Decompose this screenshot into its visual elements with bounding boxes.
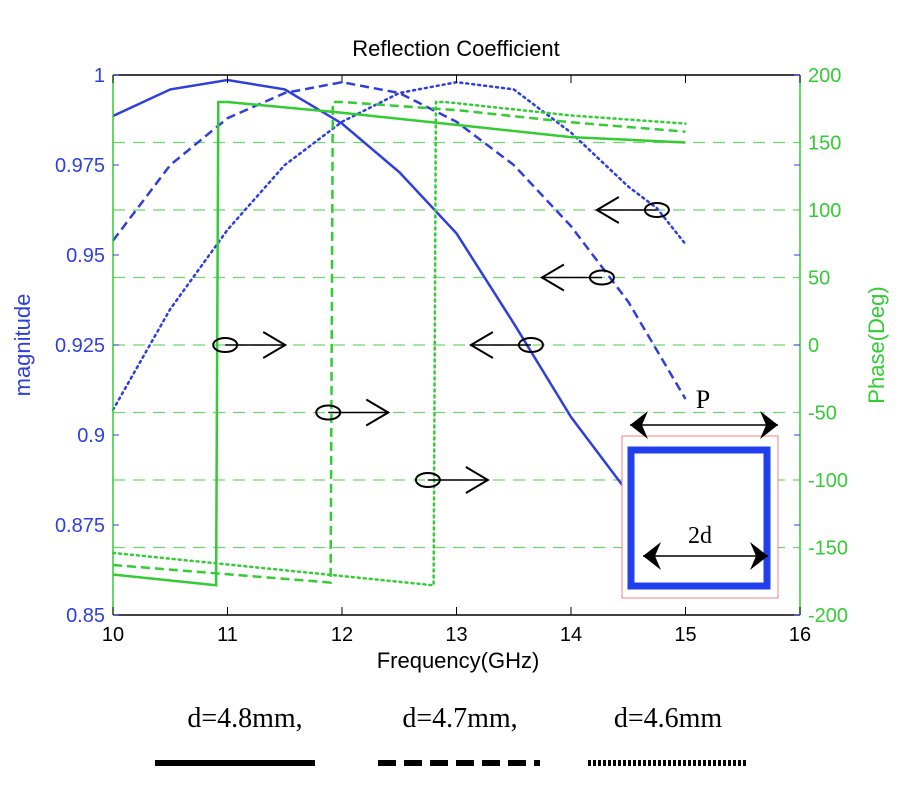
arrow-head-icon: [468, 331, 494, 359]
phase-series-line: [112, 100, 686, 587]
y-right-tick-label: -150: [808, 538, 848, 560]
y-right-tick-label: 0: [808, 335, 819, 357]
x-tick-label: 13: [445, 624, 467, 646]
period-label: P: [696, 385, 710, 414]
inset-frame: [621, 435, 779, 599]
y-left-tick-label: 0.85: [66, 605, 105, 627]
x-tick-label: 11: [217, 624, 238, 646]
arrow-head-icon: [465, 466, 490, 494]
legend-label: d=4.6mm: [614, 703, 723, 734]
phase-series-line: [111, 100, 687, 587]
x-tick-label: 14: [560, 624, 582, 646]
y-right-tick-label: 200: [808, 65, 841, 87]
unit-cell-inset: P 2d: [621, 385, 779, 599]
x-tick-label: 15: [674, 624, 696, 646]
y-left-tick-label: 0.875: [55, 515, 105, 537]
y-right-tick-label: -200: [808, 605, 848, 627]
y-right-tick-label: 50: [808, 268, 830, 290]
y-left-tick-label: 0.95: [66, 245, 105, 267]
gap-arrow-head: [750, 542, 768, 570]
y-right-tick-label: -100: [808, 470, 848, 492]
period-arrow-head: [760, 411, 778, 439]
x-tick-label: 16: [789, 624, 811, 646]
arrow-head-icon: [539, 263, 565, 292]
y-left-tick-label: 0.975: [55, 155, 105, 177]
magnitude-series-line: [112, 78, 624, 487]
arrow-head-icon: [594, 196, 620, 224]
arrow-head-icon: [365, 398, 391, 427]
y-right-tick-label: 150: [808, 133, 841, 155]
x-tick-label: 12: [331, 624, 353, 646]
legend-label: d=4.7mm,: [402, 703, 517, 734]
magnitude-series-line: [112, 80, 687, 400]
y-right-axis-label: Phase(Deg): [864, 286, 889, 403]
y-left-tick-label: 0.925: [55, 335, 105, 357]
gap-arrow-head: [643, 542, 661, 570]
y-right-tick-label: -50: [808, 403, 837, 425]
magnitude-series-line: [111, 80, 687, 412]
period-arrow-head: [630, 411, 648, 439]
width-label: 2d: [688, 523, 712, 549]
arrow-head-icon: [262, 331, 288, 359]
legend-label: d=4.8mm,: [187, 703, 302, 734]
y-left-tick-label: 1: [94, 65, 105, 87]
chart-title: Reflection Coefficient: [352, 36, 560, 61]
ring-square: [627, 446, 771, 590]
phase-series-line: [112, 100, 686, 584]
y-left-axis-label: magnitude: [10, 294, 35, 397]
y-left-tick-label: 0.9: [77, 425, 105, 447]
x-axis-label: Frequency(GHz): [377, 648, 540, 673]
x-tick-label: 10: [102, 624, 124, 646]
y-right-tick-label: 100: [808, 200, 841, 222]
